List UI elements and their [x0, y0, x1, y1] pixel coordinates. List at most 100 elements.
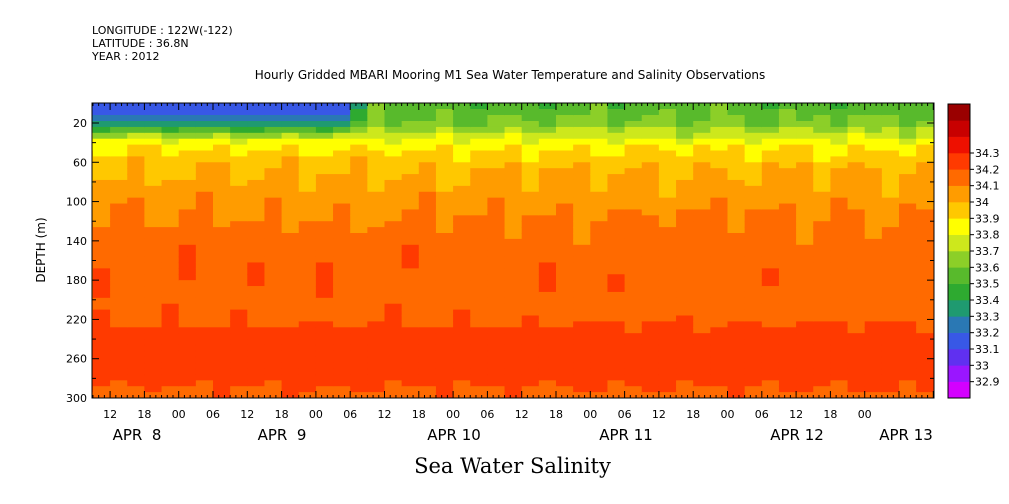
heatmap-cell	[315, 227, 334, 234]
heatmap-cell	[830, 327, 849, 334]
heatmap-cell	[7, 310, 25, 316]
x-tick-label: 06	[618, 408, 632, 421]
heatmap-cell	[264, 221, 283, 228]
heatmap-cell	[195, 179, 214, 187]
heatmap-cell	[213, 315, 231, 322]
heatmap-cell	[384, 115, 403, 122]
heatmap-cell	[418, 179, 437, 187]
heatmap-cell	[916, 215, 934, 222]
heatmap-cell	[281, 386, 300, 393]
heatmap-cell	[453, 138, 471, 146]
heatmap-cell	[435, 356, 454, 364]
heatmap-cell	[881, 150, 900, 157]
heatmap-cell	[195, 121, 214, 128]
heatmap-cell	[899, 215, 917, 222]
heatmap-cell	[830, 350, 849, 358]
heatmap-cell	[813, 144, 831, 152]
heatmap-cell	[92, 286, 111, 293]
heatmap-cell	[641, 368, 660, 376]
heatmap-cell	[161, 356, 180, 364]
heatmap-cell	[744, 174, 763, 181]
heatmap-cell	[247, 350, 266, 358]
heatmap-cell	[315, 115, 334, 122]
heatmap-cell	[213, 227, 231, 234]
heatmap-cell	[195, 392, 214, 398]
heatmap-cell	[727, 268, 746, 275]
heatmap-cell	[796, 333, 814, 340]
heatmap-cell	[350, 380, 368, 387]
heatmap-cell	[607, 132, 626, 140]
heatmap-cell	[315, 197, 334, 205]
heatmap-cell	[538, 327, 557, 334]
heatmap-cell	[298, 380, 317, 387]
heatmap-cell	[899, 286, 917, 293]
heatmap-cell	[693, 274, 711, 281]
heatmap-cell	[92, 268, 94, 275]
heatmap-cell	[195, 144, 214, 152]
heatmap-cell	[899, 303, 917, 311]
heatmap-cell	[144, 185, 163, 193]
heatmap-cell	[470, 368, 488, 376]
heatmap-cell	[641, 227, 660, 234]
heatmap-cell	[710, 256, 729, 264]
heatmap-cell	[864, 286, 883, 293]
heatmap-cell	[333, 197, 351, 205]
heatmap-cell	[521, 339, 540, 346]
heatmap-cell	[813, 168, 831, 175]
heatmap-cell	[813, 315, 831, 322]
heatmap-cell	[899, 368, 917, 376]
heatmap-cell	[367, 168, 386, 175]
heatmap-cell	[59, 333, 77, 339]
heatmap-cell	[676, 274, 694, 281]
heatmap-cell	[813, 179, 831, 187]
heatmap-cell	[178, 315, 197, 322]
heatmap-cell	[778, 374, 797, 381]
heatmap-cell	[830, 185, 849, 193]
heatmap-cell	[744, 250, 763, 258]
heatmap-cell	[727, 309, 746, 317]
heatmap-cell	[384, 179, 403, 187]
heatmap-cell	[144, 103, 163, 110]
heatmap-cell	[641, 374, 660, 381]
heatmap-cell	[521, 156, 540, 163]
heatmap-cell	[916, 233, 934, 240]
heatmap-cell	[778, 303, 797, 311]
heatmap-cell	[127, 215, 145, 222]
heatmap-cell	[676, 368, 694, 376]
heatmap-cell	[0, 186, 8, 192]
heatmap-cell	[607, 126, 626, 134]
heatmap-cell	[676, 126, 694, 134]
heatmap-cell	[315, 386, 334, 393]
heatmap-cell	[916, 221, 934, 228]
heatmap-cell	[350, 244, 368, 252]
heatmap-cell	[247, 121, 266, 128]
heatmap-cell	[830, 380, 849, 387]
heatmap-cell	[796, 297, 814, 305]
heatmap-cell	[573, 138, 591, 146]
colorbar-label: 33.1	[975, 343, 1000, 356]
heatmap-cell	[830, 156, 849, 163]
heatmap-cell	[676, 286, 694, 293]
heatmap-cell	[264, 274, 283, 281]
heatmap-cell	[727, 144, 746, 152]
heatmap-cell	[435, 174, 454, 181]
colorbar-bin	[948, 332, 970, 350]
heatmap-cell	[7, 139, 25, 145]
heatmap-cell	[92, 109, 94, 116]
heatmap-cell	[367, 368, 386, 376]
heatmap-cell	[213, 233, 231, 240]
heatmap-cell	[213, 286, 231, 293]
heatmap-cell	[710, 362, 729, 370]
heatmap-cell	[693, 297, 711, 305]
heatmap-cell	[333, 162, 351, 169]
heatmap-cell	[24, 392, 42, 398]
heatmap-cell	[315, 268, 334, 275]
heatmap-cell	[384, 144, 403, 152]
heatmap-cell	[796, 315, 814, 322]
heatmap-cell	[230, 280, 248, 287]
heatmap-cell	[127, 168, 145, 175]
heatmap-cell	[350, 356, 368, 364]
heatmap-cell	[470, 280, 488, 287]
heatmap-cell	[573, 109, 591, 116]
heatmap-cell	[881, 321, 900, 328]
